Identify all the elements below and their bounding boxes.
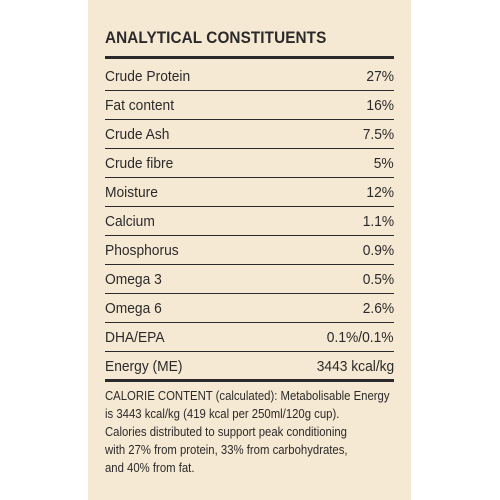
note-line: and 40% from fat. <box>105 461 195 475</box>
row-label: Omega 6 <box>105 300 162 317</box>
row-value: 12% <box>366 184 394 201</box>
table-row: Crude Protein 27% <box>105 62 394 91</box>
row-label: DHA/EPA <box>105 329 165 346</box>
row-value: 0.1%/0.1% <box>327 329 394 346</box>
title-divider <box>105 56 394 59</box>
table-row: Fat content 16% <box>105 91 394 120</box>
row-value: 7.5% <box>362 126 394 143</box>
note-line: Calories distributed to support peak con… <box>105 425 347 439</box>
panel-title: ANALYTICAL CONSTITUENTS <box>105 28 327 47</box>
row-value: 0.5% <box>362 271 394 288</box>
row-label: Fat content <box>105 97 175 114</box>
row-label: Crude fibre <box>105 155 174 172</box>
table-row: Energy (ME) 3443 kcal/kg <box>105 352 394 382</box>
row-value: 2.6% <box>362 300 394 317</box>
table-row: DHA/EPA 0.1%/0.1% <box>105 323 394 352</box>
table-row: Crude fibre 5% <box>105 149 394 178</box>
row-label: Phosphorus <box>105 242 179 259</box>
row-label: Energy (ME) <box>105 358 183 375</box>
row-value: 0.9% <box>362 242 394 259</box>
row-value: 16% <box>366 97 394 114</box>
note-line: CALORIE CONTENT (calculated): Metabolisa… <box>105 389 390 403</box>
row-value: 1.1% <box>362 213 394 230</box>
row-label: Crude Ash <box>105 126 170 143</box>
analytical-constituents-panel: ANALYTICAL CONSTITUENTS Crude Protein 27… <box>88 0 411 500</box>
row-label: Crude Protein <box>105 68 191 85</box>
constituents-table: Crude Protein 27% Fat content 16% Crude … <box>105 62 394 382</box>
table-row: Omega 6 2.6% <box>105 294 394 323</box>
note-line: with 27% from protein, 33% from carbohyd… <box>105 443 348 457</box>
row-value: 5% <box>374 155 394 172</box>
row-value: 3443 kcal/kg <box>316 358 394 375</box>
table-row: Calcium 1.1% <box>105 207 394 236</box>
row-value: 27% <box>366 68 394 85</box>
calorie-content-note: CALORIE CONTENT (calculated): Metabolisa… <box>105 387 393 477</box>
row-label: Calcium <box>105 213 155 230</box>
row-label: Omega 3 <box>105 271 162 288</box>
table-row: Crude Ash 7.5% <box>105 120 394 149</box>
table-row: Omega 3 0.5% <box>105 265 394 294</box>
row-label: Moisture <box>105 184 158 201</box>
note-line: is 3443 kcal/kg (419 kcal per 250ml/120g… <box>105 407 340 421</box>
table-row: Moisture 12% <box>105 178 394 207</box>
table-row: Phosphorus 0.9% <box>105 236 394 265</box>
